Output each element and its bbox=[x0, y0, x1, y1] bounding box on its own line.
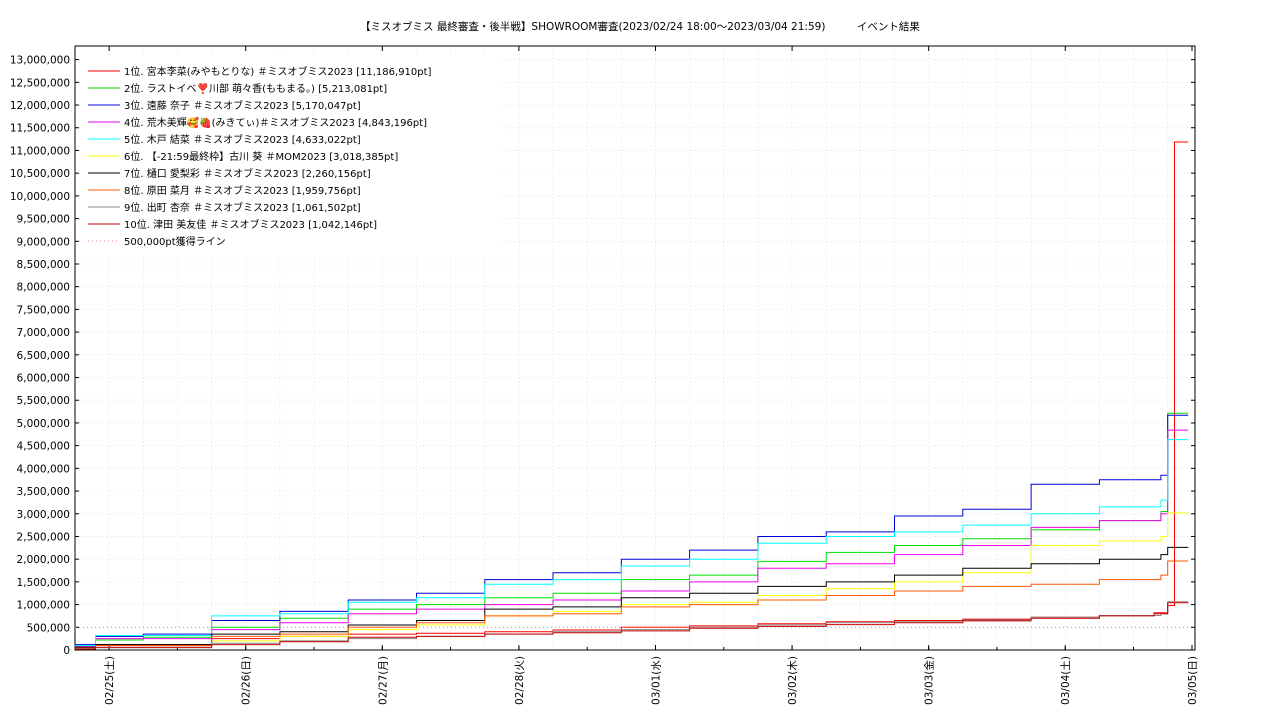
legend-label: 3位. 遠藤 奈子 ＃ミスオブミス2023 [5,170,047pt] bbox=[124, 99, 361, 112]
y-tick-label: 11,500,000 bbox=[10, 123, 70, 135]
legend-box bbox=[82, 58, 500, 255]
legend-label: 8位. 原田 菜月 ＃ミスオブミス2023 [1,959,756pt] bbox=[124, 184, 361, 197]
x-tick-label: 03/02(木) bbox=[787, 656, 799, 705]
y-tick-label: 4,500,000 bbox=[17, 441, 70, 453]
y-tick-label: 1,500,000 bbox=[17, 577, 70, 589]
y-tick-label: 8,000,000 bbox=[17, 282, 70, 294]
x-tick-label: 02/25(土) bbox=[103, 656, 116, 705]
y-tick-label: 5,000,000 bbox=[17, 418, 70, 430]
series-line-3 bbox=[75, 414, 1189, 646]
y-tick-label: 10,000,000 bbox=[10, 191, 70, 203]
y-tick-label: 12,500,000 bbox=[10, 77, 70, 89]
y-tick-label: 3,500,000 bbox=[17, 486, 70, 498]
legend-label: 4位. 荒木美輝🥰🍓(みきてぃ)＃ミスオブミス2023 [4,843,196pt… bbox=[124, 116, 427, 129]
y-tick-label: 10,500,000 bbox=[10, 168, 70, 180]
series-line-7 bbox=[75, 546, 1189, 648]
legend-label: 6位. 【-21:59最終枠】古川 葵 ＃MOM2023 [3,018,385p… bbox=[124, 150, 398, 163]
plot-frame bbox=[74, 45, 1196, 651]
y-tick-label: 11,000,000 bbox=[10, 145, 70, 157]
y-tick-label: 3,000,000 bbox=[17, 509, 70, 521]
x-tick-label: 02/27(月) bbox=[377, 656, 389, 705]
y-tick-label: 2,000,000 bbox=[17, 554, 70, 566]
series-line-4 bbox=[75, 429, 1189, 647]
legend-label: 1位. 宮本李菜(みやもとりな) ＃ミスオブミス2023 [11,186,910… bbox=[124, 65, 432, 78]
series-line-6 bbox=[75, 512, 1189, 649]
legend-label: 10位. 津田 美友佳 ＃ミスオブミス2023 [1,042,146pt] bbox=[124, 218, 377, 231]
y-tick-label: 8,500,000 bbox=[17, 259, 70, 271]
y-tick-label: 13,000,000 bbox=[10, 55, 70, 67]
series-line-9 bbox=[75, 601, 1189, 650]
y-tick-label: 0 bbox=[63, 645, 70, 657]
y-tick-label: 500,000 bbox=[27, 622, 70, 634]
chart-title: 【ミスオブミス 最終審査・後半戦】SHOWROOM審査(2023/02/24 1… bbox=[360, 21, 920, 33]
series-line-5 bbox=[75, 439, 1189, 646]
y-tick-label: 5,500,000 bbox=[17, 395, 70, 407]
y-tick-label: 12,000,000 bbox=[10, 100, 70, 112]
legend-label: 5位. 木戸 結菜 ＃ミスオブミス2023 [4,633,022pt] bbox=[124, 133, 361, 146]
x-tick-label: 03/05(日) bbox=[1187, 656, 1199, 705]
x-tick-label: 02/26(日) bbox=[241, 656, 253, 705]
y-tick-label: 6,500,000 bbox=[17, 350, 70, 362]
y-tick-label: 4,000,000 bbox=[17, 463, 70, 475]
series-line-10 bbox=[75, 602, 1189, 650]
series-line-8 bbox=[75, 560, 1189, 649]
y-tick-label: 9,000,000 bbox=[17, 236, 70, 248]
legend-label: 500,000pt獲得ライン bbox=[124, 235, 226, 248]
legend-label: 9位. 出町 杏奈 ＃ミスオブミス2023 [1,061,502pt] bbox=[124, 201, 361, 214]
legend-label: 7位. 樋口 愛梨彩 ＃ミスオブミス2023 [2,260,156pt] bbox=[124, 167, 371, 180]
x-tick-label: 03/03(金) bbox=[923, 656, 936, 705]
x-tick-label: 03/04(土) bbox=[1059, 656, 1072, 705]
y-tick-label: 7,500,000 bbox=[17, 304, 70, 316]
x-tick-label: 02/28(火) bbox=[514, 656, 526, 705]
y-tick-label: 1,000,000 bbox=[17, 600, 70, 612]
y-tick-label: 7,000,000 bbox=[17, 327, 70, 339]
x-tick-label: 03/01(水) bbox=[650, 656, 662, 705]
y-tick-label: 6,000,000 bbox=[17, 373, 70, 385]
series-line-2 bbox=[75, 412, 1189, 649]
legend-label: 2位. ラストイベ❣️川部 萌々香(ももまる。) [5,213,081pt] bbox=[124, 82, 387, 95]
y-tick-label: 2,500,000 bbox=[17, 531, 70, 543]
y-tick-label: 9,500,000 bbox=[17, 214, 70, 226]
